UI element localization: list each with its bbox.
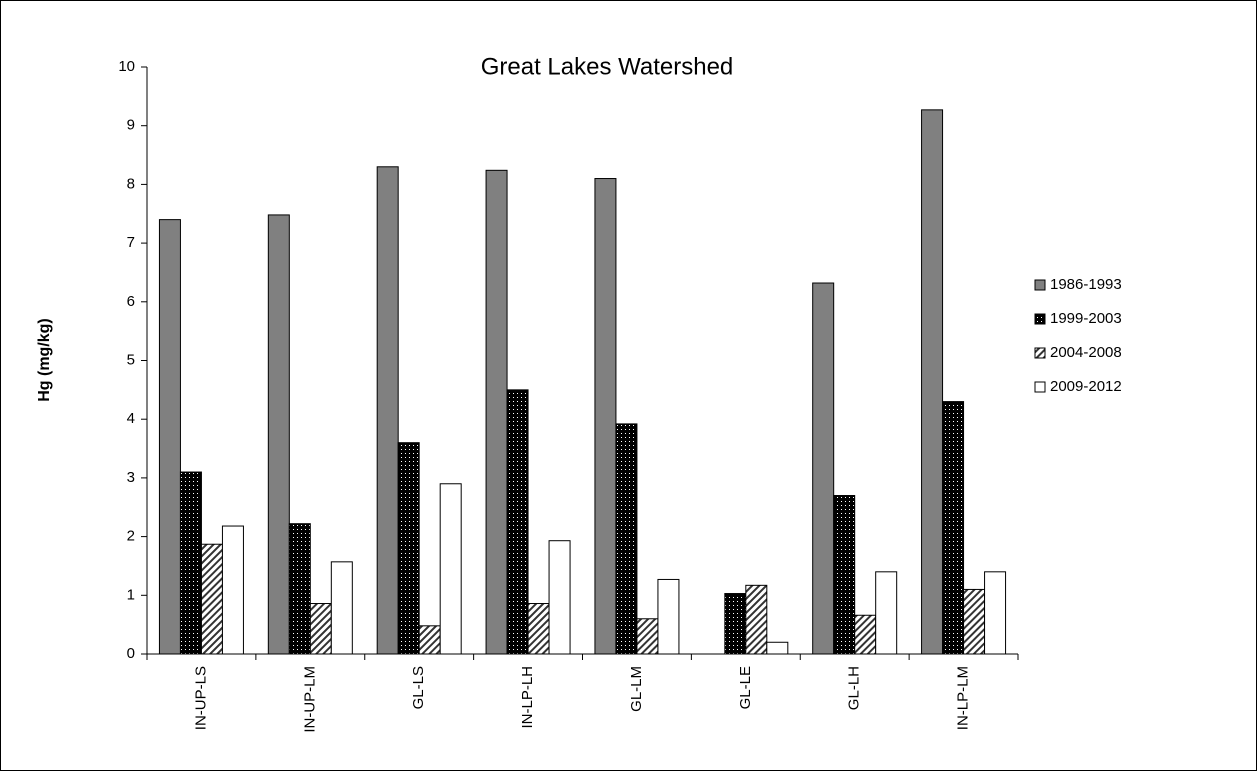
x-tick-label: GL-LE bbox=[737, 666, 754, 709]
bar bbox=[921, 109, 944, 655]
y-tick-label: 2 bbox=[127, 528, 135, 545]
bar bbox=[875, 571, 898, 655]
y-tick-label: 8 bbox=[127, 175, 135, 192]
legend-swatch bbox=[1034, 313, 1046, 325]
bar bbox=[200, 543, 223, 655]
bar bbox=[942, 401, 965, 655]
bar bbox=[833, 495, 856, 655]
y-tick-label: 3 bbox=[127, 469, 135, 486]
y-tick-label: 5 bbox=[127, 351, 135, 368]
legend-label: 2009-2012 bbox=[1050, 378, 1122, 395]
bar bbox=[636, 618, 659, 655]
bar bbox=[812, 282, 835, 655]
bar bbox=[548, 540, 571, 655]
x-tick-label: IN-UP-LM bbox=[301, 666, 318, 733]
bar bbox=[766, 641, 789, 655]
legend-swatch bbox=[1034, 381, 1046, 393]
y-tick-label: 7 bbox=[127, 234, 135, 251]
legend-swatch bbox=[1034, 279, 1046, 291]
bar bbox=[221, 525, 244, 655]
bar bbox=[984, 571, 1007, 655]
y-axis-label: Hg (mg/kg) bbox=[36, 318, 53, 402]
bar bbox=[527, 603, 550, 655]
y-tick-label: 0 bbox=[127, 645, 135, 662]
x-tick-label: IN-LP-LM bbox=[955, 666, 972, 730]
bar bbox=[594, 178, 617, 655]
legend-swatch bbox=[1034, 347, 1046, 359]
bar bbox=[963, 588, 986, 655]
bar bbox=[397, 442, 420, 655]
bar bbox=[179, 471, 202, 655]
y-tick-label: 9 bbox=[127, 117, 135, 134]
bar bbox=[418, 625, 441, 655]
legend-label: 1999-2003 bbox=[1050, 310, 1122, 327]
bar bbox=[506, 389, 529, 655]
bar bbox=[615, 423, 638, 655]
y-tick-label: 10 bbox=[118, 58, 135, 75]
x-tick-label: IN-LP-LH bbox=[519, 666, 536, 729]
chart-title: Great Lakes Watershed bbox=[481, 53, 734, 80]
bar bbox=[485, 169, 508, 655]
y-tick-label: 4 bbox=[127, 410, 135, 427]
bar bbox=[439, 483, 462, 655]
x-tick-label: GL-LS bbox=[410, 666, 427, 709]
x-tick-label: GL-LH bbox=[846, 666, 863, 710]
bar bbox=[267, 214, 290, 655]
legend-label: 1986-1993 bbox=[1050, 276, 1122, 293]
bar bbox=[745, 584, 768, 655]
bar bbox=[657, 578, 680, 655]
bar bbox=[288, 523, 311, 655]
bar bbox=[330, 561, 353, 655]
y-tick-label: 6 bbox=[127, 293, 135, 310]
bar bbox=[376, 166, 399, 655]
bar bbox=[158, 219, 181, 655]
bar bbox=[309, 603, 332, 655]
x-tick-label: GL-LM bbox=[628, 666, 645, 712]
bar bbox=[724, 593, 747, 655]
x-tick-label: IN-UP-LS bbox=[192, 666, 209, 730]
y-tick-label: 1 bbox=[127, 586, 135, 603]
bar bbox=[854, 614, 877, 655]
legend-label: 2004-2008 bbox=[1050, 344, 1122, 361]
